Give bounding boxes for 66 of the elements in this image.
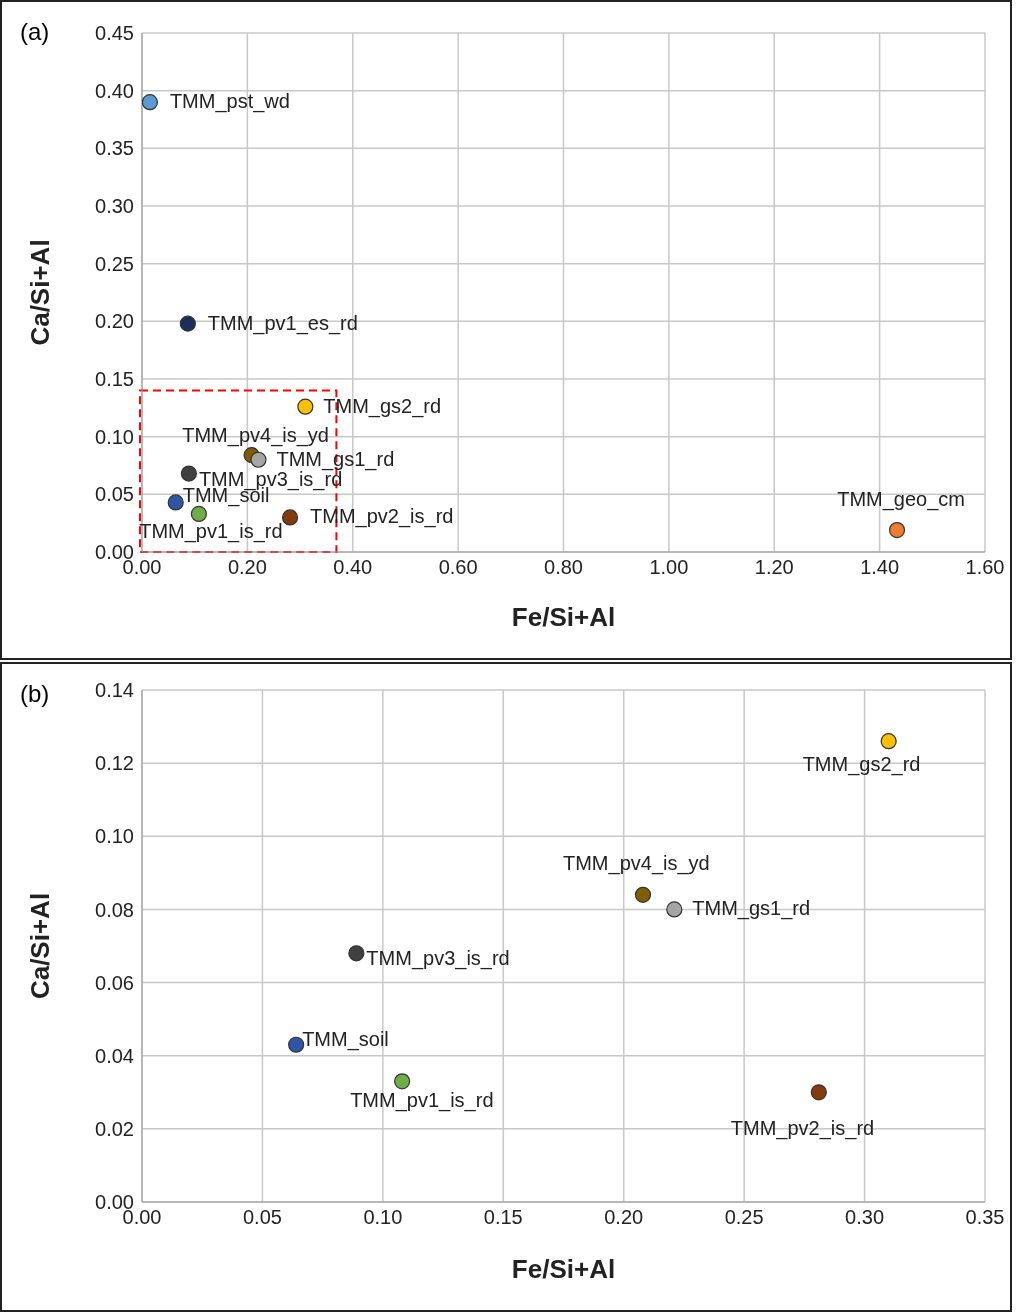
y-tick-label: 0.04	[95, 1044, 134, 1067]
y-tick-label: 0.10	[95, 825, 134, 848]
series-label: TMM_pv4_is_yd	[562, 851, 710, 875]
y-axis-title: Ca/Si+Al	[25, 239, 56, 346]
point	[394, 1073, 411, 1090]
y-tick-label: 0.25	[95, 252, 134, 275]
point	[348, 945, 365, 962]
series-label: TMM_gs2_rd	[323, 394, 442, 418]
point	[888, 521, 906, 539]
x-axis-title: Fe/Si+Al	[511, 602, 616, 632]
x-tick-label: 0.30	[845, 1206, 885, 1229]
x-tick-label: 0.40	[333, 556, 373, 579]
series-label: TMM_gs1_rd	[692, 897, 811, 921]
series-label: TMM_pv2_is_rd	[310, 505, 454, 529]
y-tick-label: 0.40	[95, 79, 134, 102]
x-tick-label: 0.25	[724, 1206, 764, 1229]
y-tick-label: 0.15	[95, 368, 134, 391]
y-axis-title: Ca/Si+Al	[25, 892, 56, 1000]
y-tick-label: 0.08	[95, 898, 134, 921]
y-tick-label: 0.05	[95, 483, 134, 506]
point	[179, 315, 196, 332]
x-tick-label: 0.60	[438, 556, 478, 579]
y-tick-label: 0.35	[95, 137, 134, 160]
x-tick-label: 0.20	[227, 556, 267, 579]
y-tick-label: 0.20	[95, 310, 134, 333]
x-tick-label: 1.20	[754, 556, 794, 579]
series-label: TMM_gs1_rd	[276, 447, 395, 471]
series-label: TMM_pst_wd	[169, 90, 290, 114]
x-tick-label: 0.10	[363, 1206, 403, 1229]
chart-title: (a)	[20, 18, 50, 46]
series-label: TMM_pv1_is_rd	[139, 519, 283, 543]
y-tick-label: 0.45	[95, 22, 134, 45]
x-tick-label: 0.20	[604, 1206, 644, 1229]
chart-title: (b)	[20, 680, 50, 708]
series-label: TMM_pv1_is_rd	[350, 1089, 494, 1113]
y-tick-label: 0.14	[95, 679, 134, 702]
y-tick-label: 0.10	[95, 425, 134, 448]
point	[180, 465, 197, 482]
series-label: TMM_gs2_rd	[802, 753, 921, 777]
series-label: TMM_pv3_is_rd	[366, 947, 510, 971]
y-tick-label: 0.12	[95, 752, 134, 775]
point	[810, 1084, 827, 1101]
x-tick-label: 1.00	[649, 556, 689, 579]
point	[297, 398, 314, 415]
x-tick-label: 1.60	[965, 556, 1005, 579]
y-tick-label: 0.06	[95, 971, 134, 994]
point	[281, 509, 299, 526]
point	[666, 901, 683, 918]
point	[167, 494, 184, 511]
x-tick-label: 0.15	[483, 1206, 523, 1229]
x-tick-label: 0.35	[965, 1206, 1005, 1229]
point	[250, 451, 267, 468]
x-tick-label: 0.05	[242, 1206, 282, 1229]
point	[142, 94, 158, 111]
series-label: TMM_pv2_is_rd	[730, 1117, 875, 1141]
y-tick-label: 0.02	[95, 1117, 134, 1140]
x-axis-title: Fe/Si+Al	[511, 1254, 616, 1284]
y-tick-label: 0.30	[95, 195, 134, 218]
point	[880, 733, 897, 750]
x-tick-label: 1.40	[860, 556, 900, 579]
series-label: TMM_geo_cm	[837, 488, 966, 512]
series-label: TMM_pv1_es_rd	[207, 311, 358, 335]
series-label: TMM_soil	[302, 1027, 389, 1051]
series-label: TMM_pv4_is_yd	[182, 424, 329, 448]
point	[634, 886, 652, 903]
x-tick-label: 0.80	[544, 556, 583, 579]
